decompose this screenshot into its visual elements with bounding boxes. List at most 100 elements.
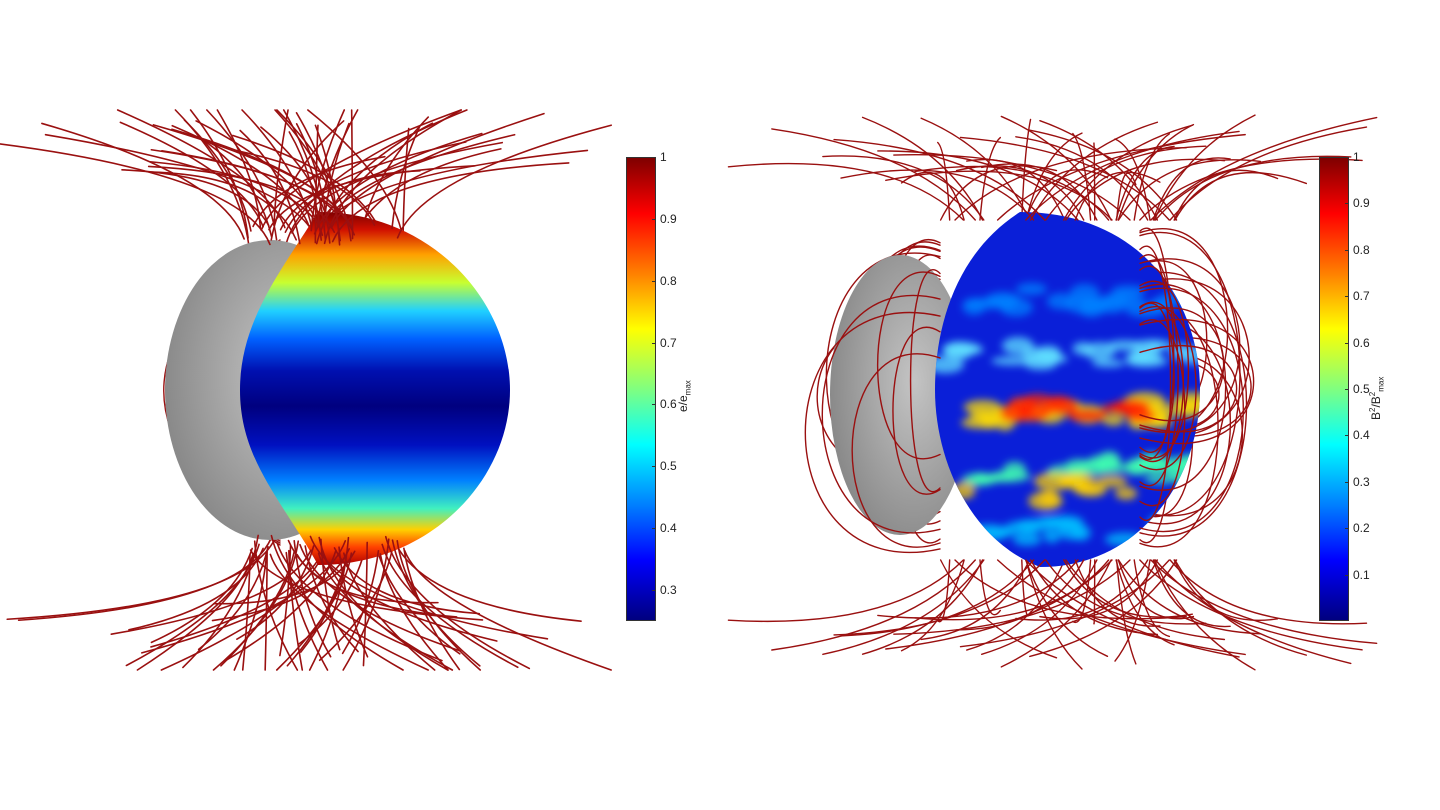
field-line (1117, 123, 1195, 221)
field-strength-blob (1039, 490, 1060, 507)
field-strength-blob (1065, 458, 1092, 474)
field-line (0, 143, 271, 246)
field-line (1139, 318, 1255, 445)
field-line (1117, 559, 1262, 635)
field-line (331, 162, 570, 243)
left-colorbar-tick-6: 0.4 (660, 521, 677, 536)
right-colorbar-tick-2: 0.8 (1353, 242, 1370, 257)
field-strength-blob (1016, 282, 1047, 296)
field-line (273, 109, 289, 227)
field-strength-blob (1046, 292, 1076, 310)
field-line (1139, 307, 1225, 422)
field-line (291, 141, 504, 234)
field-strength-blob (991, 356, 1035, 366)
field-line (727, 162, 965, 221)
field-strength-blob (1083, 298, 1111, 312)
right-colorbar-label-b: B (1369, 411, 1383, 420)
field-strength-blob (1051, 518, 1078, 530)
field-line (893, 154, 1131, 221)
right-colorbar-tick-0: 1 (1353, 150, 1360, 164)
field-line (954, 146, 1187, 221)
field-line (1072, 559, 1092, 624)
field-line (822, 155, 985, 221)
field-line (320, 538, 341, 651)
left-sphere-render (0, 109, 612, 671)
field-strength-blob (1114, 486, 1138, 500)
field-line (323, 109, 463, 245)
field-line (1173, 169, 1279, 221)
field-line (1139, 319, 1186, 506)
left-colorbar-tick-7: 0.3 (660, 583, 677, 598)
field-line (318, 536, 449, 671)
right-colorbar-tick-1: 0.9 (1353, 196, 1370, 211)
field-line (1025, 559, 1240, 658)
field-line (909, 269, 941, 493)
field-line (136, 552, 254, 671)
field-line (1115, 172, 1137, 221)
field-strength-blob (999, 403, 1034, 423)
left-colorbar-label-sub: max (683, 380, 693, 396)
right-colorbar-tick-5: 0.5 (1353, 382, 1370, 396)
field-line (1139, 559, 1363, 651)
right-colorbar-tick-6: 0.4 (1353, 428, 1370, 443)
field-line (920, 559, 1031, 641)
field-line (1045, 145, 1207, 221)
field-line (1039, 120, 1159, 221)
field-line (1139, 258, 1241, 433)
field-strength-blob (1021, 347, 1049, 360)
field-line (270, 534, 404, 671)
right-field-strength-surface (935, 212, 1200, 567)
field-line (249, 549, 484, 621)
field-line (892, 326, 941, 495)
field-line (1000, 559, 1112, 668)
field-line (252, 155, 386, 228)
field-strength-blob (1145, 340, 1163, 355)
field-line (1133, 133, 1171, 221)
field-line (1025, 169, 1109, 221)
right-colorbar-tickmark-0 (1345, 157, 1349, 158)
field-line (939, 559, 1058, 659)
field-line (1139, 345, 1238, 433)
field-line (1025, 130, 1240, 221)
field-line (236, 545, 315, 640)
field-line (876, 271, 941, 460)
field-strength-blob (1069, 283, 1100, 303)
left-colorbar-tickmark-7 (652, 590, 656, 592)
field-line (150, 547, 253, 644)
field-line (270, 120, 345, 241)
left-colorbar-label-base: e/e (676, 395, 690, 412)
field-line (17, 536, 273, 622)
field-line (264, 549, 268, 671)
field-line (152, 124, 353, 230)
field-line (308, 536, 350, 671)
right-colorbar-tickmark-4 (1345, 342, 1349, 344)
field-strength-blob (1095, 475, 1128, 488)
field-line (1030, 121, 1159, 221)
left-colorbar-tickmark-4 (652, 404, 656, 406)
field-line (341, 549, 380, 655)
field-line (391, 535, 582, 622)
right-colorbar (1319, 157, 1349, 621)
field-line (900, 171, 965, 221)
field-line (959, 136, 1170, 221)
field-line (253, 540, 299, 671)
left-colorbar-tickmark-2 (652, 280, 656, 282)
field-line (1045, 559, 1207, 625)
field-line (41, 122, 245, 240)
right-colorbar-tickmark-5 (1345, 389, 1349, 390)
right-colorbar-tick-9: 0.1 (1353, 567, 1370, 582)
field-line (1065, 559, 1226, 641)
right-colorbar-tickmark-9 (1345, 574, 1349, 576)
field-line (171, 124, 310, 227)
field-line (1114, 559, 1151, 662)
field-strength-blob (989, 470, 1031, 483)
field-line (1063, 124, 1194, 221)
field-line (1117, 559, 1195, 620)
field-line (1093, 142, 1096, 221)
right-colorbar-tickmark-8 (1345, 528, 1349, 530)
field-strength-blob (1067, 408, 1108, 423)
field-line (1063, 559, 1194, 618)
right-colorbar-label-sup1: 2 (1368, 407, 1377, 412)
field-strength-blob (1043, 349, 1062, 364)
field-line (1030, 559, 1159, 636)
